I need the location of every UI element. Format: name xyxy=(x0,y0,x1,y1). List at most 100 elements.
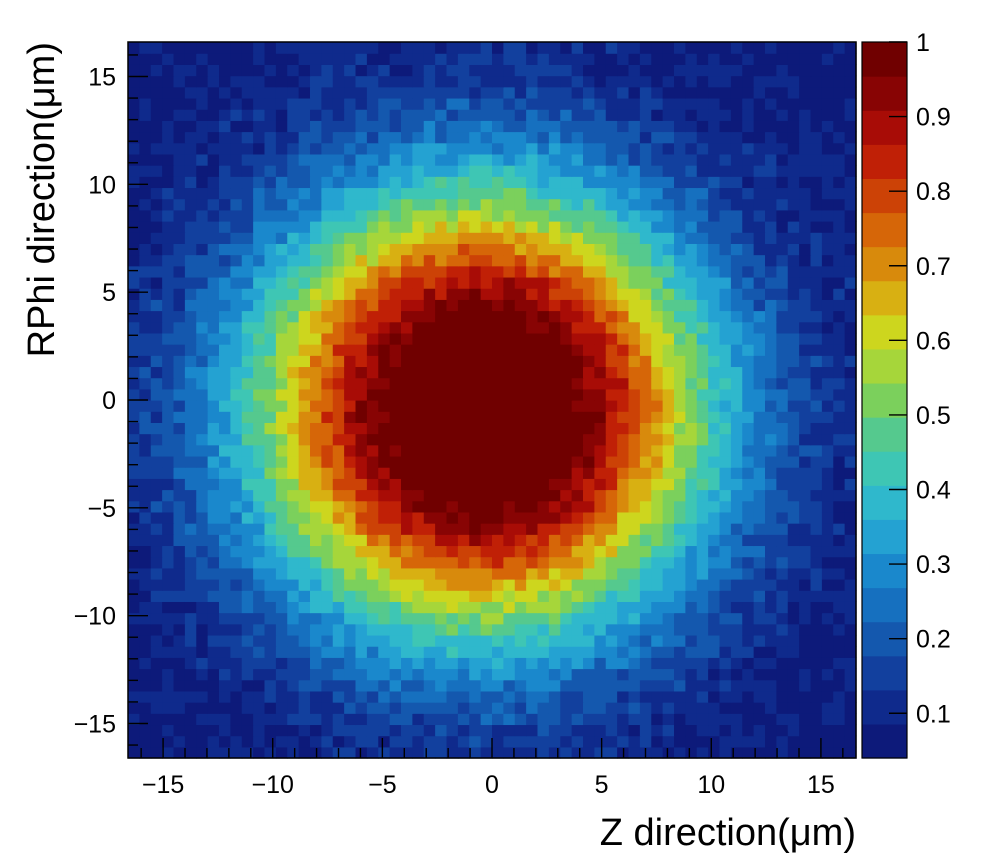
heatmap-cell xyxy=(651,64,664,77)
heatmap-cell xyxy=(162,567,175,580)
heatmap-cell xyxy=(253,187,266,200)
heatmap-cell xyxy=(241,344,254,356)
heatmap-cell xyxy=(765,321,777,334)
heatmap-cell xyxy=(162,433,175,446)
heatmap-cell xyxy=(651,444,664,457)
heatmap-cell xyxy=(241,53,254,65)
heatmap-cell xyxy=(753,198,766,211)
heatmap-cell xyxy=(332,668,345,681)
heatmap-cell xyxy=(389,64,402,77)
heatmap-cell xyxy=(139,735,152,748)
heatmap-cell xyxy=(446,209,459,222)
heatmap-cell xyxy=(514,590,527,602)
heatmap-cell xyxy=(810,53,823,65)
heatmap-cell xyxy=(264,612,277,625)
heatmap-cell xyxy=(662,534,675,547)
heatmap-cell xyxy=(241,120,254,133)
heatmap-cell xyxy=(662,254,675,267)
heatmap-cell xyxy=(617,265,630,278)
heatmap-cell xyxy=(298,411,311,423)
heatmap-cell xyxy=(719,276,732,289)
heatmap-cell xyxy=(571,86,584,99)
heatmap-cell xyxy=(799,198,812,211)
heatmap-cell xyxy=(776,120,789,133)
heatmap-cell xyxy=(128,489,140,502)
y-tick-label: 5 xyxy=(102,279,116,307)
heatmap-cell xyxy=(628,702,641,714)
heatmap-cell xyxy=(275,97,288,110)
heatmap-cell xyxy=(560,601,573,614)
heatmap-cell xyxy=(833,187,846,200)
heatmap-cell xyxy=(150,243,163,256)
heatmap-cell xyxy=(492,601,504,614)
heatmap-cell xyxy=(298,455,311,468)
heatmap-cell xyxy=(765,276,777,289)
heatmap-cell xyxy=(730,601,743,614)
heatmap-cell xyxy=(662,411,675,423)
heatmap-cell xyxy=(412,590,425,602)
heatmap-cell xyxy=(765,523,777,535)
heatmap-cell xyxy=(685,86,698,99)
heatmap-cell xyxy=(412,221,425,233)
heatmap-cell xyxy=(184,153,197,166)
heatmap-cell xyxy=(389,243,402,256)
heatmap-cell xyxy=(674,489,686,502)
heatmap-cell xyxy=(435,344,448,356)
heatmap-cell xyxy=(821,400,834,412)
heatmap-cell xyxy=(287,176,300,189)
heatmap-cell xyxy=(685,702,698,714)
heatmap-cell xyxy=(184,42,197,54)
heatmap-cell xyxy=(480,153,493,166)
heatmap-cell xyxy=(833,198,846,211)
heatmap-cell xyxy=(241,467,254,479)
heatmap-cell xyxy=(605,176,618,189)
heatmap-cell xyxy=(730,702,743,714)
heatmap-cell xyxy=(150,556,163,569)
heatmap-cell xyxy=(833,42,846,54)
heatmap-cell xyxy=(457,120,470,133)
heatmap-cell xyxy=(696,511,709,524)
heatmap-cell xyxy=(560,187,573,200)
y-tick-label: 10 xyxy=(88,171,116,199)
heatmap-cell xyxy=(219,198,231,211)
heatmap-cell xyxy=(537,109,550,121)
heatmap-cell xyxy=(389,288,402,300)
heatmap-cell xyxy=(833,366,846,379)
heatmap-cell xyxy=(344,209,357,222)
heatmap-cell xyxy=(719,668,732,681)
heatmap-cell xyxy=(298,657,311,670)
heatmap-cell xyxy=(128,64,140,77)
heatmap-cell xyxy=(423,209,436,222)
heatmap-cell xyxy=(253,511,266,524)
heatmap-cell xyxy=(196,444,209,457)
heatmap-cell xyxy=(799,534,812,547)
heatmap-cell xyxy=(594,500,607,513)
heatmap-cell xyxy=(594,198,607,211)
heatmap-cell xyxy=(401,165,413,177)
heatmap-cell xyxy=(469,400,482,412)
heatmap-cell xyxy=(651,243,664,256)
heatmap-cell xyxy=(833,746,846,759)
heatmap-cell xyxy=(776,109,789,121)
heatmap-cell xyxy=(275,444,288,457)
heatmap-cell xyxy=(685,42,698,54)
heatmap-cell xyxy=(719,64,732,77)
heatmap-cell xyxy=(799,657,812,670)
heatmap-cell xyxy=(139,176,152,189)
heatmap-cell xyxy=(184,657,197,670)
heatmap-cell xyxy=(150,679,163,692)
heatmap-cell xyxy=(139,668,152,681)
heatmap-cell xyxy=(674,724,686,737)
heatmap-cell xyxy=(241,735,254,748)
heatmap-cell xyxy=(594,120,607,133)
heatmap-cell xyxy=(423,556,436,569)
heatmap-cell xyxy=(139,53,152,65)
heatmap-cell xyxy=(321,411,334,423)
heatmap-cell xyxy=(412,500,425,513)
heatmap-cell xyxy=(344,735,357,748)
heatmap-cell xyxy=(776,612,789,625)
heatmap-cell xyxy=(730,42,743,54)
heatmap-cell xyxy=(355,288,368,300)
heatmap-cell xyxy=(150,332,163,345)
heatmap-cell xyxy=(469,444,482,457)
